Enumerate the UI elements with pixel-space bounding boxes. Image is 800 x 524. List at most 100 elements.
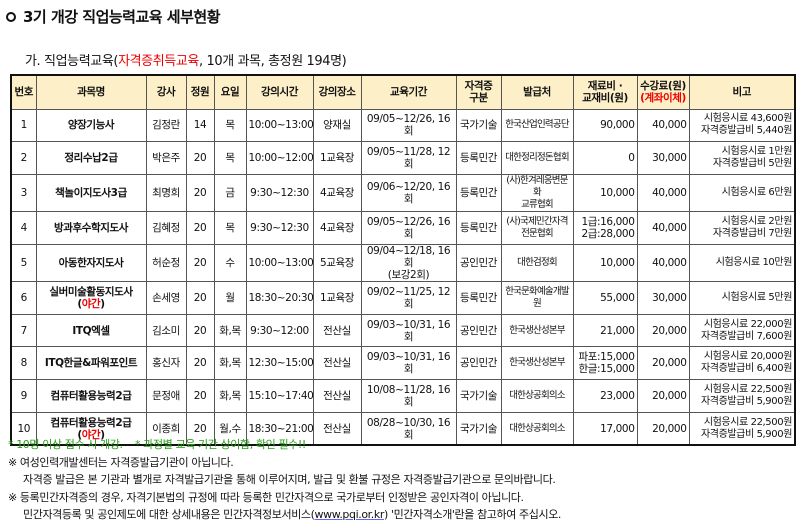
cell-day: 월 — [213, 280, 247, 315]
cell-material: 55,000 — [572, 280, 638, 315]
cell-room: 양재실 — [312, 108, 362, 143]
cell-issuer: 대한상공회의소 — [500, 412, 574, 446]
page-title: 3기 개강 직업능력교육 세부현황 — [6, 6, 221, 27]
cell-name: 아동한자지도사 — [35, 243, 147, 282]
cell-no: 5 — [10, 243, 37, 282]
section-subtitle: 가. 직업능력교육(자격증취득교육, 10개 과목, 총정원 194명) — [25, 54, 347, 69]
circle-bullet-icon — [6, 11, 16, 22]
cell-room: 4교육장 — [312, 211, 362, 245]
column-header: 요일 — [213, 74, 247, 110]
cell-fee: 20,000 — [636, 313, 690, 348]
cell-no: 4 — [10, 211, 37, 245]
cell-material: 17,000 — [572, 412, 638, 446]
table-row: 6 실버미술활동지도사 (야간) 손세영 20 월 18:30~20:30 1교육장 09/02… — [10, 280, 796, 315]
cell-room: 전산실 — [312, 346, 362, 381]
cell-time: 18:30~21:00 — [245, 412, 314, 446]
cell-name: ITQ한글&파워포인트 — [35, 346, 147, 381]
cell-fee: 30,000 — [636, 280, 690, 315]
cell-teacher: 김혜정 — [145, 211, 187, 245]
column-header: 과목명 — [35, 74, 147, 110]
cell-time: 15:10~17:40 — [245, 379, 314, 414]
cell-material: 23,000 — [572, 379, 638, 414]
cell-time: 9:30~12:30 — [245, 174, 314, 213]
note-issuance: 자격증 발급은 본 기관과 별개로 자격발급기관을 통해 이루어지며, 발급 및… — [23, 473, 556, 486]
night-class-label: (야간) — [77, 297, 105, 310]
cell-material: 0 — [572, 141, 638, 176]
note-min-enrollment: * 10명 이상 접수 시 개강. — [8, 438, 123, 451]
column-header: 정원 — [185, 74, 215, 110]
cell-note: 시험응시료 6만원 — [688, 174, 796, 213]
cell-period: 09/05~11/28, 12회 — [360, 141, 457, 176]
cell-issuer: 한국문화예술개발원 — [500, 280, 574, 315]
cell-name: 책놀이지도사3급 — [35, 174, 147, 213]
cell-room: 1교육장 — [312, 141, 362, 176]
cell-no: 9 — [10, 379, 37, 414]
cell-name: 컴퓨터활용능력2급 — [35, 379, 147, 414]
cell-period: 09/02~11/25, 12회 — [360, 280, 457, 315]
cell-teacher: 홍신자 — [145, 346, 187, 381]
cell-type: 공인민간 — [455, 243, 502, 282]
cell-type: 등록민간 — [455, 141, 502, 176]
table-row: 2 정리수납2급 박은주 20 목 10:00~12:00 1교육장 09/05~11/28,… — [10, 141, 796, 176]
cell-teacher: 허순정 — [145, 243, 187, 282]
cell-teacher: 최명희 — [145, 174, 187, 213]
cell-room: 전산실 — [312, 313, 362, 348]
payment-method-note: (계좌이체) — [640, 92, 686, 105]
pqi-link[interactable]: www.pqi.or.kr — [314, 508, 385, 521]
cell-cap: 20 — [185, 141, 215, 176]
column-header: 강의장소 — [312, 74, 362, 110]
cell-day: 화,목 — [213, 346, 247, 381]
cell-teacher: 김소미 — [145, 313, 187, 348]
cell-type: 공인민간 — [455, 346, 502, 381]
cell-name: 방과후수학지도사 — [35, 211, 147, 245]
notes: * 10명 이상 접수 시 개강. * 과정별 교육 기간 상이함, 확인 필수… — [8, 436, 561, 524]
cell-name: 실버미술활동지도사 (야간) — [35, 280, 147, 315]
cell-type: 국가기술 — [455, 379, 502, 414]
column-header: 번호 — [10, 74, 37, 110]
cell-note: 시험응시료 20,000원 자격증발급비 6,400원 — [688, 346, 796, 381]
note-pqi: 민간자격등록 및 공인제도에 대한 상세내용은 민간자격정보서비스(www.pq… — [23, 508, 562, 521]
cell-cap: 20 — [185, 174, 215, 213]
cell-period: 10/08~11/28, 16회 — [360, 379, 457, 414]
cell-note: 시험응시료 2만원 자격증발급비 7만원 — [688, 211, 796, 245]
cell-cap: 20 — [185, 346, 215, 381]
cell-material: 10,000 — [572, 174, 638, 213]
table-header: 번호 과목명 강사 정원 요일 강의시간 강의장소 교육기간 자격증 구분 발급처 재료비 · 교재… — [10, 74, 796, 110]
cell-name: 컴퓨터활용능력2급 (야간) — [35, 412, 147, 446]
column-header: 발급처 — [500, 74, 574, 110]
table-row: 5 아동한자지도사 허순정 20 수 10:00~13:00 5교육장 09/04~12/18… — [10, 243, 796, 282]
cell-type: 국가기술 — [455, 108, 502, 143]
cell-material: 10,000 — [572, 243, 638, 282]
cell-fee: 40,000 — [636, 108, 690, 143]
night-class-label: (야간) — [77, 428, 105, 441]
cell-fee: 20,000 — [636, 379, 690, 414]
cell-time: 10:00~13:00 — [245, 108, 314, 143]
note-period-varies: * 과정별 교육 기간 상이함, 확인 필수!! — [135, 438, 306, 451]
cell-day: 수 — [213, 243, 247, 282]
cell-note: 시험응시료 5만원 — [688, 280, 796, 315]
cell-time: 9:30~12:00 — [245, 313, 314, 348]
cell-room: 5교육장 — [312, 243, 362, 282]
cell-type: 공인민간 — [455, 313, 502, 348]
cell-no: 7 — [10, 313, 37, 348]
cell-cap: 20 — [185, 280, 215, 315]
cell-issuer: 대한상공회의소 — [500, 379, 574, 414]
column-header: 비고 — [688, 74, 796, 110]
column-header: 수강료(원) (계좌이체) — [636, 74, 690, 110]
column-header: 재료비 · 교재비(원) — [572, 74, 638, 110]
cell-period: 09/05~12/26, 16회 — [360, 108, 457, 143]
cell-no: 2 — [10, 141, 37, 176]
table-row: 9 컴퓨터활용능력2급 문정애 20 화,목 15:10~17:40 전산실 10/08~11… — [10, 379, 796, 414]
cell-day: 목 — [213, 108, 247, 143]
course-table: 번호 과목명 강사 정원 요일 강의시간 강의장소 교육기간 자격증 구분 발급처 재료비 · 교재… — [10, 74, 796, 447]
table-row: 10 컴퓨터활용능력2급 (야간) 이종희 20 월,수 18:30~21:00 전산실 08/… — [10, 412, 796, 446]
cell-note: 시험응시료 22,500원 자격증발급비 5,900원 — [688, 412, 796, 446]
column-header: 강사 — [145, 74, 187, 110]
cell-note: 시험응시료 22,500원 자격증발급비 5,900원 — [688, 379, 796, 414]
column-header: 자격증 구분 — [455, 74, 502, 110]
cell-day: 목 — [213, 211, 247, 245]
cell-teacher: 손세영 — [145, 280, 187, 315]
cell-period: 09/06~12/20, 16회 — [360, 174, 457, 213]
cell-cap: 14 — [185, 108, 215, 143]
cell-fee: 30,000 — [636, 141, 690, 176]
